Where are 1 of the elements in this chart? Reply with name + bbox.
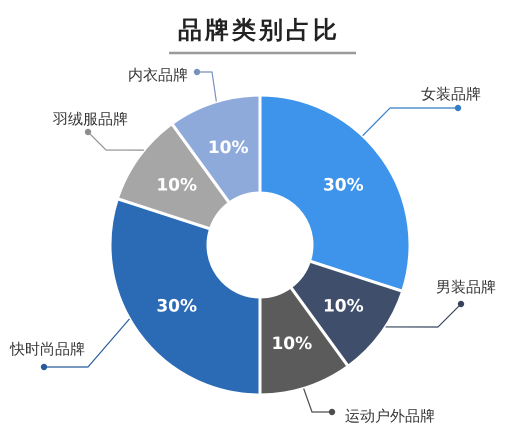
title: 品牌类别占比 bbox=[178, 16, 340, 44]
